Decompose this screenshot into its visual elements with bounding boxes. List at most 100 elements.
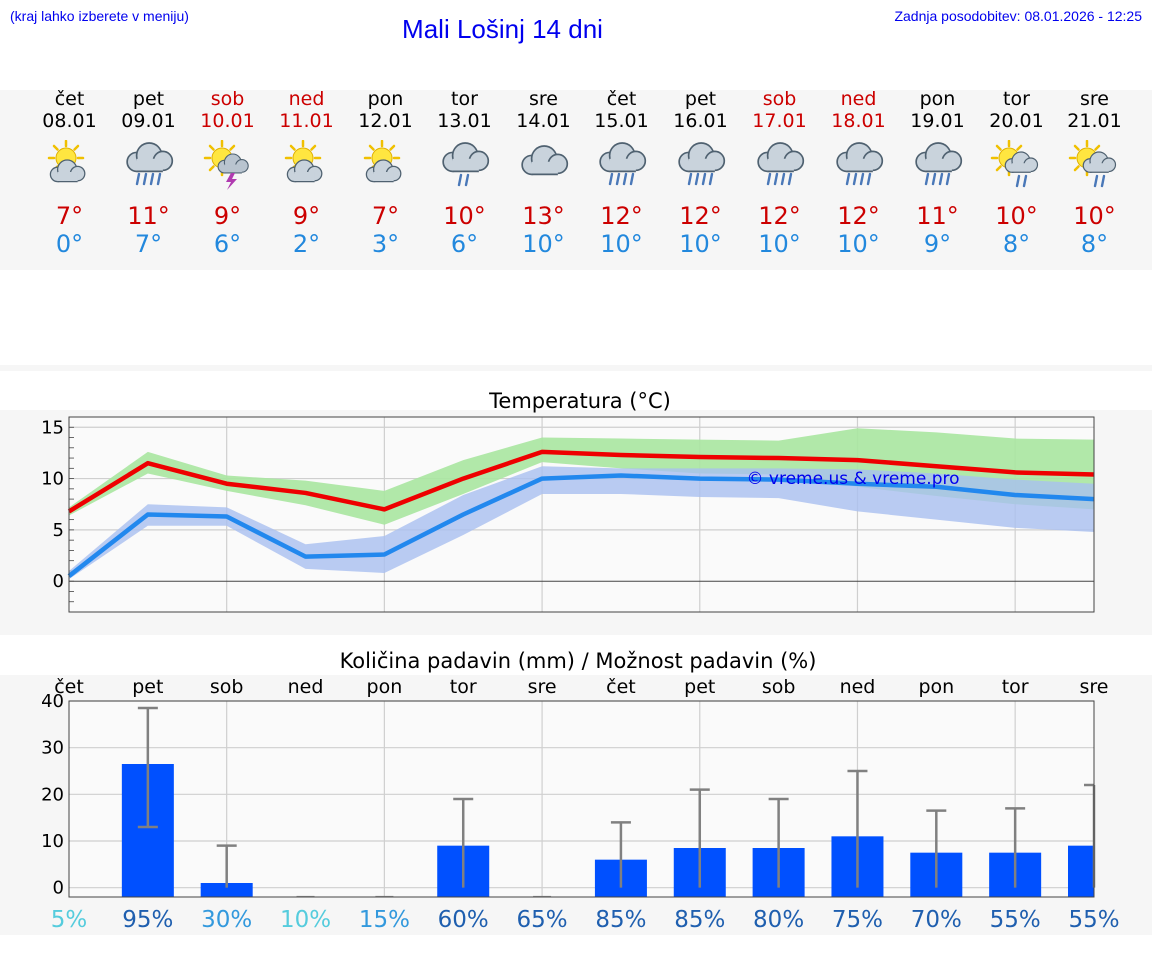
location-hint[interactable]: (kraj lahko izberete v meniju) [10, 8, 189, 24]
cloud-shape [217, 153, 249, 174]
day-date: 15.01 [594, 110, 649, 132]
day-name: pet [132, 88, 165, 110]
rain-drops [924, 172, 950, 186]
cloud-icon [520, 145, 568, 176]
precipitation-probability: 85% [595, 907, 646, 933]
min-temperature: 10° [758, 230, 801, 258]
sun-cloud-icon [284, 140, 322, 183]
min-temperature: 0° [55, 230, 84, 258]
min-temperature: 9° [923, 230, 952, 258]
day-column: sre 21.01 10° 8° [1055, 88, 1134, 258]
day-column: pet 16.01 12° 10° [661, 88, 740, 258]
x-tick-label: tor [450, 676, 477, 698]
x-tick-label: pet [684, 676, 715, 698]
rain-icon [835, 142, 883, 186]
y-tick-label: 10 [41, 469, 64, 490]
day-date: 17.01 [752, 110, 807, 132]
x-tick-label: ned [288, 676, 324, 698]
day-column: pet 09.01 11° 7° [109, 88, 188, 258]
cloud-shape [677, 142, 725, 173]
rain-drops [687, 172, 713, 186]
min-temperature-line [67, 473, 1095, 578]
rain-icon [125, 142, 173, 186]
precipitation-probability: 10% [280, 907, 331, 933]
sun-cloud-icon [47, 140, 85, 183]
day-name: ned [840, 88, 877, 110]
min-temperature: 2° [292, 230, 321, 258]
rain-drops [1093, 174, 1105, 188]
min-temperature: 10° [837, 230, 880, 258]
day-name: čet [606, 88, 637, 110]
day-date: 09.01 [121, 110, 176, 132]
precipitation-probability: 85% [674, 907, 725, 933]
rain-drops [457, 173, 469, 187]
cloud-shape [914, 142, 962, 173]
rain-icon [598, 142, 646, 186]
precipitation-bar [1068, 845, 1094, 897]
day-column: tor 20.01 10° 8° [977, 88, 1056, 258]
thunderstorm-icon [203, 140, 249, 190]
x-tick-label: čet [606, 676, 636, 698]
cloud-shape [125, 142, 173, 173]
day-name: tor [451, 88, 478, 110]
day-column: sob 10.01 9° 6° [188, 88, 267, 258]
day-name: sob [210, 88, 245, 110]
day-column: pon 12.01 7° 3° [346, 88, 425, 258]
day-column: sre 14.01 13° 10° [504, 88, 583, 258]
cloud-shape [286, 159, 322, 183]
rain-icon [914, 142, 962, 186]
cloud-shape [1082, 151, 1116, 173]
x-tick-label: sob [210, 676, 244, 698]
x-tick-label: pon [918, 676, 954, 698]
max-temperature: 12° [600, 202, 643, 230]
precipitation-probability: 5% [51, 907, 88, 933]
max-temperature: 7° [55, 202, 84, 230]
x-tick-label: sre [1080, 676, 1109, 698]
y-tick-label: 0 [53, 878, 64, 899]
max-temperature: 9° [292, 202, 321, 230]
divider [0, 365, 1152, 371]
cloud-shape [441, 142, 489, 173]
last-updated: Zadnja posodobitev: 08.01.2026 - 12:25 [894, 8, 1142, 24]
cloud-shape [49, 159, 85, 183]
precipitation-probability: 95% [122, 907, 173, 933]
max-temperature: 10° [995, 202, 1038, 230]
precipitation-bar [200, 883, 253, 897]
min-temperature: 3° [371, 230, 400, 258]
min-temperature: 7° [134, 230, 163, 258]
cloud-shape [835, 142, 883, 173]
temperature-chart: Temperatura (°C) 0 5 10 15 © vreme.us & vreme… [41, 389, 1095, 613]
rain-drops [1015, 174, 1027, 188]
min-temperature: 10° [679, 230, 722, 258]
day-name: sre [529, 88, 558, 110]
cloud-shape [1004, 151, 1038, 173]
day-column: čet 08.01 7° 0° [30, 88, 109, 258]
day-column: tor 13.01 10° 6° [425, 88, 504, 258]
chart-title: Količina padavin (mm) / Možnost padavin … [340, 649, 817, 673]
day-date: 12.01 [358, 110, 413, 132]
day-name: sre [1080, 88, 1109, 110]
x-tick-label: pon [367, 676, 403, 698]
day-date: 11.01 [279, 110, 334, 132]
x-tick-label: sob [762, 676, 796, 698]
precipitation-probability: 30% [201, 907, 252, 933]
page-title: Mali Lošinj 14 dni [402, 14, 603, 44]
max-temperature: 12° [758, 202, 801, 230]
day-column: ned 18.01 12° 10° [819, 88, 898, 258]
day-date: 08.01 [42, 110, 97, 132]
cloud-shape [598, 142, 646, 173]
day-date: 16.01 [673, 110, 728, 132]
max-temperature-band [69, 428, 1094, 525]
max-temperature: 10° [443, 202, 486, 230]
forecast-strip [0, 90, 1152, 270]
day-column: pon 19.01 11° 9° [898, 88, 977, 258]
day-date: 13.01 [437, 110, 492, 132]
light-rain-icon [441, 142, 489, 187]
cloud-shape [365, 159, 401, 183]
x-tick-label: ned [840, 676, 876, 698]
y-tick-label: 10 [41, 831, 64, 852]
precipitation-probability: 15% [359, 907, 410, 933]
watermark: © vreme.us & vreme.pro [746, 469, 959, 489]
precipitation-probability: 75% [832, 907, 883, 933]
precipitation-chart: Količina padavin (mm) / Možnost padavin … [41, 649, 1119, 933]
